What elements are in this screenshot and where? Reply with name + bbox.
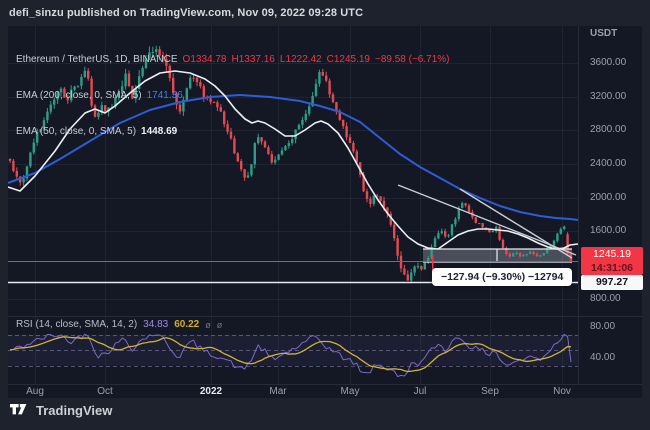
low-value: 1222.42: [285, 54, 322, 65]
close-value: 1245.19: [333, 54, 370, 65]
rsi-value: 34.83: [143, 319, 169, 330]
level-price-badge: 997.27: [581, 275, 643, 291]
price-chart-canvas[interactable]: [8, 26, 642, 398]
attribution-bar: defi_sinzu published on TradingView.com,…: [0, 0, 650, 26]
symbol-title: Ethereum / TetherUS, 1D, BINANCE: [16, 54, 178, 65]
tradingview-logo-icon: [10, 403, 27, 414]
rsi-label: RSI (14, close, SMA, 14, 2): [16, 319, 138, 330]
rsi-axis-tick: 80.00: [590, 321, 616, 332]
rsi-axis-tick: 40.00: [590, 352, 616, 364]
rsi-legend-row[interactable]: RSI (14, close, SMA, 14, 2) 34.83 60.22 …: [16, 319, 222, 331]
footer-brand[interactable]: TradingView: [10, 403, 112, 418]
price-axis-currency: USDT: [590, 28, 618, 39]
time-axis-tick: May: [340, 386, 360, 397]
time-axis-tick: Sep: [481, 386, 499, 397]
symbol-legend-row[interactable]: Ethereum / TetherUS, 1D, BINANCE O1334.7…: [16, 54, 450, 65]
attribution-text: defi_sinzu published on TradingView.com,…: [9, 7, 364, 19]
change-value: −89.58 (−6.71%): [374, 54, 450, 65]
eye-icon[interactable]: ø: [205, 320, 211, 330]
time-axis-tick: Aug: [26, 386, 44, 397]
price-axis-tick: 3200.00: [590, 90, 627, 102]
eye-icon[interactable]: ø: [216, 320, 223, 330]
ema200-label: EMA (200, close, 0, SMA, 5): [16, 90, 142, 101]
footer-brand-label: TradingView: [36, 403, 113, 418]
rsi-ma-value: 60.22: [174, 319, 200, 330]
ema50-label: EMA (50, close, 0, SMA, 5): [16, 126, 137, 137]
price-axis-tick: 2800.00: [590, 124, 627, 136]
time-axis-tick: Oct: [97, 386, 113, 397]
time-axis-tick: 2022: [199, 386, 223, 397]
price-axis-tick: 3600.00: [590, 56, 627, 68]
ema50-value: 1448.69: [141, 126, 178, 137]
time-axis-tick: Jul: [413, 386, 427, 397]
price-axis-tick: 1600.00: [590, 225, 627, 237]
ema200-value: 1741.36: [146, 90, 183, 101]
bar-countdown: 14:31:06: [590, 262, 634, 275]
high-value: 1337.16: [238, 54, 275, 65]
chart-container: Ethereum / TetherUS, 1D, BINANCE O1334.7…: [8, 26, 643, 398]
ema200-legend-row[interactable]: EMA (200, close, 0, SMA, 5) 1741.36: [16, 89, 449, 103]
measure-tooltip: −127.94 (−9.30%) −12794: [432, 268, 573, 286]
time-axis-tick: Nov: [553, 386, 571, 397]
time-axis-tick: Mar: [269, 386, 287, 397]
open-value: 1334.78: [190, 54, 227, 65]
ema50-legend-row[interactable]: EMA (50, close, 0, SMA, 5) 1448.69: [16, 125, 449, 139]
price-axis-tick: 2000.00: [590, 191, 627, 203]
last-price-badge: 1245.19 14:31:06: [581, 247, 643, 276]
price-axis-tick: 2400.00: [590, 158, 627, 170]
last-price-value: 1245.19: [593, 248, 631, 261]
chart-legend: Ethereum / TetherUS, 1D, BINANCE O1334.7…: [16, 31, 449, 161]
price-axis-tick: 800.00: [590, 292, 621, 304]
